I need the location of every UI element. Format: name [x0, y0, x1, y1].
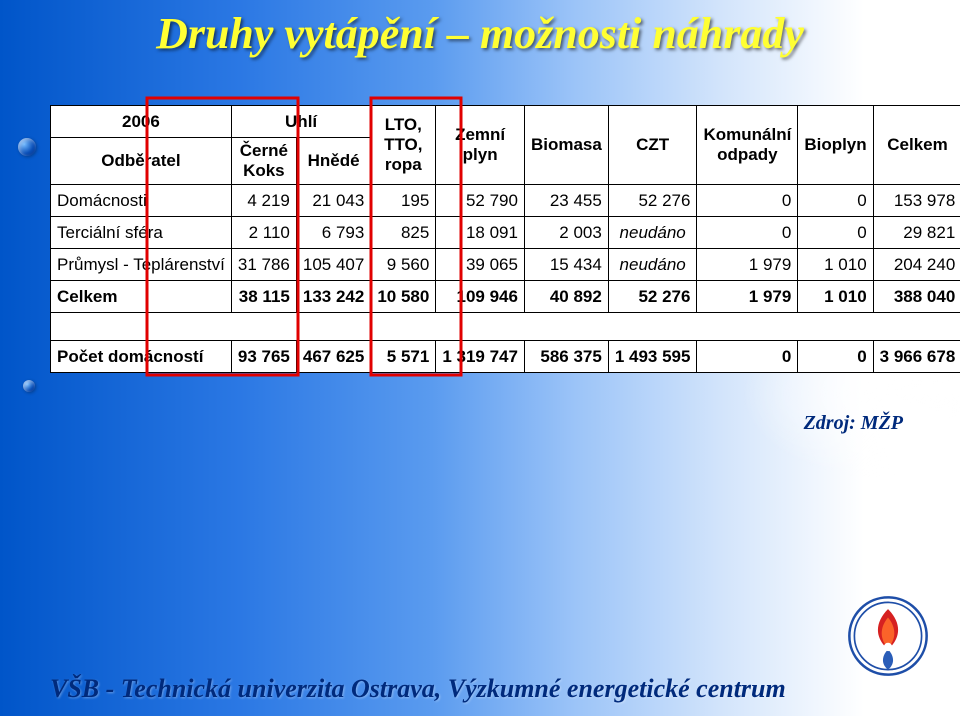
cell: 15 434: [524, 249, 608, 281]
col-bioplyn: Bioplyn: [798, 106, 873, 185]
cell: 0: [798, 185, 873, 217]
decorative-bullet: [18, 138, 36, 156]
cell: 39 065: [436, 249, 525, 281]
cell: 23 455: [524, 185, 608, 217]
cell: 52 790: [436, 185, 525, 217]
cell: 204 240: [873, 249, 960, 281]
col-celkem: Celkem: [873, 106, 960, 185]
cell: 2 110: [231, 217, 296, 249]
col-uhli-sub-1: Hnědé: [296, 138, 370, 185]
decorative-bullet: [23, 380, 35, 392]
cell: 1 979: [697, 281, 798, 313]
page-title: Druhy vytápění – možnosti náhrady: [0, 8, 960, 59]
cell: 133 242: [296, 281, 370, 313]
cell: 10 580: [371, 281, 436, 313]
row-label: Celkem: [51, 281, 232, 313]
cell: 0: [697, 341, 798, 373]
cell: 52 276: [608, 281, 697, 313]
cell: 93 765: [231, 341, 296, 373]
source-label: Zdroj: MŽP: [804, 412, 903, 435]
cell: 0: [798, 217, 873, 249]
vsb-logo: [846, 594, 930, 678]
col-lto: LTO, TTO, ropa: [371, 106, 436, 185]
cell: 1 979: [697, 249, 798, 281]
cell: 388 040: [873, 281, 960, 313]
col-odberatel: Odběratel: [51, 138, 232, 185]
col-kom: Komunální odpady: [697, 106, 798, 185]
cell: 21 043: [296, 185, 370, 217]
footer-institution: VŠB - Technická univerzita Ostrava, Výzk…: [50, 674, 786, 704]
col-year: 2006: [51, 106, 232, 138]
heating-table-container: 2006UhlíLTO, TTO, ropaZemní plynBiomasaC…: [50, 105, 910, 373]
cell: neudáno: [608, 249, 697, 281]
cell: 1 010: [798, 249, 873, 281]
cell: 3 966 678: [873, 341, 960, 373]
cell: 18 091: [436, 217, 525, 249]
cell: neudáno: [608, 217, 697, 249]
row-label: Počet domácností: [51, 341, 232, 373]
cell: 52 276: [608, 185, 697, 217]
cell: 825: [371, 217, 436, 249]
row-label: Domácnosti: [51, 185, 232, 217]
cell: 0: [697, 185, 798, 217]
cell: 38 115: [231, 281, 296, 313]
cell: 1 319 747: [436, 341, 525, 373]
cell: 4 219: [231, 185, 296, 217]
cell: 0: [697, 217, 798, 249]
col-plyn: Zemní plyn: [436, 106, 525, 185]
cell: 109 946: [436, 281, 525, 313]
row-label: Terciální sféra: [51, 217, 232, 249]
cell: 6 793: [296, 217, 370, 249]
heating-table: 2006UhlíLTO, TTO, ropaZemní plynBiomasaC…: [50, 105, 960, 373]
cell: 0: [798, 341, 873, 373]
spacer-row: [51, 313, 960, 341]
cell: 9 560: [371, 249, 436, 281]
cell: 1 010: [798, 281, 873, 313]
cell: 40 892: [524, 281, 608, 313]
col-uhli: Uhlí: [231, 106, 370, 138]
cell: 153 978: [873, 185, 960, 217]
cell: 2 003: [524, 217, 608, 249]
cell: 467 625: [296, 341, 370, 373]
cell: 1 493 595: [608, 341, 697, 373]
col-czt: CZT: [608, 106, 697, 185]
cell: 29 821: [873, 217, 960, 249]
col-bio: Biomasa: [524, 106, 608, 185]
cell: 5 571: [371, 341, 436, 373]
row-label: Průmysl - Teplárenství: [51, 249, 232, 281]
col-uhli-sub-0: Černé Koks: [231, 138, 296, 185]
cell: 31 786: [231, 249, 296, 281]
cell: 195: [371, 185, 436, 217]
cell: 586 375: [524, 341, 608, 373]
cell: 105 407: [296, 249, 370, 281]
